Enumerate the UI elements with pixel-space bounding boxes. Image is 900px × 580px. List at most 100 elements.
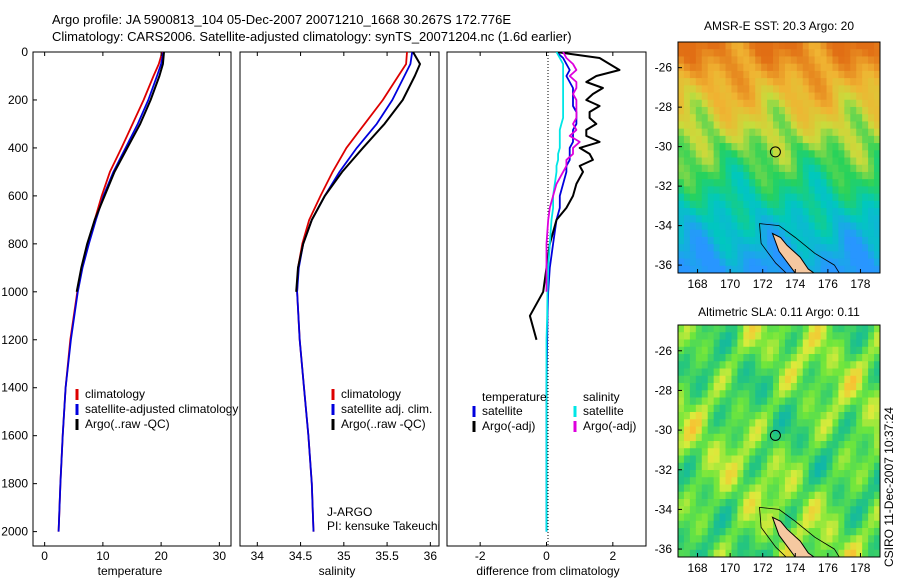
sst-map-cell <box>862 157 869 166</box>
sla-map-cell <box>784 491 792 500</box>
sla-map-cell <box>814 404 822 413</box>
sst-map-cell <box>838 222 845 231</box>
salinity-series-satellite <box>296 52 414 532</box>
sla-map-cell <box>844 528 851 536</box>
sst-map-cell <box>755 236 762 245</box>
sla-map-cell <box>856 397 863 406</box>
sst-map-cell <box>874 56 880 65</box>
sla-map-cell <box>719 513 727 522</box>
sla-map-cell <box>796 484 804 493</box>
sla-map-cell <box>737 383 744 391</box>
sla-map-cell <box>862 397 869 406</box>
sla-map-cell <box>808 412 816 420</box>
sst-map-cell <box>808 150 816 159</box>
sla-map-cell <box>856 528 863 536</box>
sst-map-cell <box>868 106 875 115</box>
sla-map-cell <box>707 325 715 333</box>
sst-map-cell <box>701 164 709 173</box>
sst-map-cell <box>719 236 727 245</box>
sst-map-cell <box>695 164 703 173</box>
sla-map-cell <box>874 549 880 557</box>
sla-map-cell <box>856 499 863 507</box>
sla-map-cell <box>689 397 697 406</box>
sst-map-cell <box>808 164 816 173</box>
sla-map-cell <box>749 390 756 399</box>
sla-map-cell <box>796 513 804 522</box>
sst-map-cell <box>749 78 756 86</box>
sla-map-cell <box>689 448 697 457</box>
sst-map-cell <box>749 128 756 137</box>
sla-map-cell <box>731 361 739 370</box>
sst-map-cell <box>856 150 863 159</box>
sst-map-cell <box>820 85 828 94</box>
sst-map-cell <box>844 171 851 180</box>
sla-map-cell <box>725 368 733 377</box>
sst-map-cell <box>731 186 739 195</box>
sla-map-cell <box>808 332 816 341</box>
sla-map-cell <box>784 484 792 493</box>
sla-map-cell <box>695 325 703 333</box>
sla-map-cell <box>678 506 685 515</box>
sst-map-cell <box>761 114 768 123</box>
sla-map-cell <box>737 528 744 536</box>
sla-map-cell <box>773 383 780 391</box>
sst-map-cell <box>689 229 697 238</box>
sst-map-cell <box>802 215 810 224</box>
sst-map-cell <box>826 49 834 58</box>
sst-map-cell <box>796 143 804 151</box>
sla-map-cell <box>678 528 685 536</box>
sla-map-cell <box>784 368 792 377</box>
sst-map-cell <box>707 85 715 94</box>
sst-map-cell <box>784 78 792 86</box>
sst-map-cell <box>832 179 840 187</box>
sla-map-cell <box>695 455 703 464</box>
sla-map-cell <box>725 404 733 413</box>
sst-map-cell <box>874 49 880 58</box>
sla-map-cell <box>695 354 703 362</box>
sst-map-cell <box>731 193 739 202</box>
sst-map-cell <box>844 56 851 65</box>
sla-map-cell <box>779 470 786 478</box>
sst-map-cell <box>767 222 774 231</box>
sla-map-cell <box>790 448 798 457</box>
sst-map-cell <box>832 251 840 260</box>
sla-map-cell <box>814 426 822 435</box>
sla-map-cell <box>874 470 880 478</box>
sst-map-cell <box>856 179 863 187</box>
sst-map-cell <box>719 171 727 180</box>
sst-map-cell <box>761 85 768 94</box>
sla-map-cell <box>749 542 756 551</box>
sla-map-cell <box>874 448 880 457</box>
sst-map-cell <box>713 171 721 180</box>
sla-map-cell <box>743 375 750 384</box>
sst-map-cell <box>701 186 709 195</box>
salinity-ticks: 34 34.5 35 35.5 36 <box>251 52 437 563</box>
sst-map-cell <box>755 208 762 216</box>
sst-map-cell <box>808 92 816 101</box>
temperature-axes-frame <box>32 51 232 547</box>
sst-map-cell <box>683 265 691 273</box>
sst-map-cell <box>683 179 691 187</box>
sst-map-cell <box>820 106 828 115</box>
sla-map-cell <box>832 332 840 341</box>
sla-map-cell <box>779 499 786 507</box>
sla-map-cell <box>796 499 804 507</box>
sla-map-cell <box>808 346 816 355</box>
sst-map-cell <box>820 265 828 273</box>
sla-map-cell <box>683 332 691 341</box>
sla-map-cell <box>755 470 762 478</box>
sst-map-cell <box>802 143 810 151</box>
sla-map-cell <box>826 383 834 391</box>
sst-map-cell <box>779 70 786 79</box>
sla-map-cell <box>820 397 828 406</box>
sla-map-cell <box>767 506 774 515</box>
sla-map-cell <box>678 477 685 486</box>
sla-map-cell <box>713 397 721 406</box>
sst-map-cell <box>832 63 840 72</box>
sst-map-cell <box>689 193 697 202</box>
sla-map-cell <box>689 462 697 471</box>
sla-map-cell <box>862 491 869 500</box>
sst-map-cell <box>790 99 798 108</box>
sla-map-cell <box>755 455 762 464</box>
sst-map-cell <box>838 70 845 79</box>
